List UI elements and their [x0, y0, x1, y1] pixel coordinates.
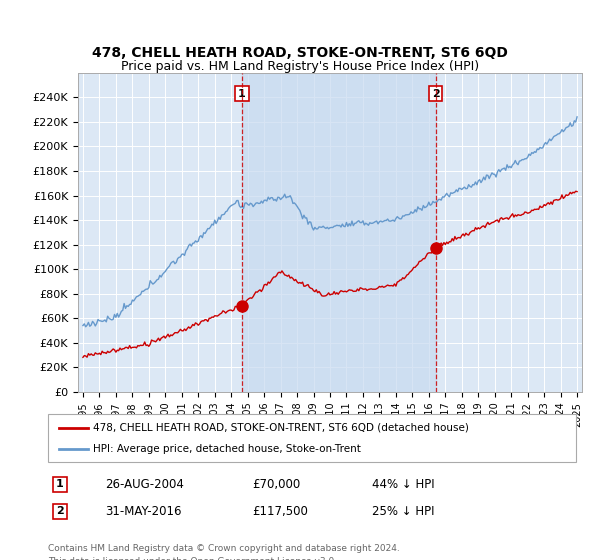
FancyBboxPatch shape	[48, 414, 576, 462]
Text: 31-MAY-2016: 31-MAY-2016	[105, 505, 182, 518]
Text: 478, CHELL HEATH ROAD, STOKE-ON-TRENT, ST6 6QD (detached house): 478, CHELL HEATH ROAD, STOKE-ON-TRENT, S…	[93, 423, 469, 433]
Bar	[242, 73, 436, 392]
Text: 25% ↓ HPI: 25% ↓ HPI	[372, 505, 434, 518]
Text: £117,500: £117,500	[252, 505, 308, 518]
Text: 44% ↓ HPI: 44% ↓ HPI	[372, 478, 434, 491]
Text: 2: 2	[432, 88, 440, 99]
Text: 26-AUG-2004: 26-AUG-2004	[105, 478, 184, 491]
Text: 1: 1	[56, 479, 64, 489]
Text: 2: 2	[56, 506, 64, 516]
Text: HPI: Average price, detached house, Stoke-on-Trent: HPI: Average price, detached house, Stok…	[93, 444, 361, 454]
Text: Price paid vs. HM Land Registry's House Price Index (HPI): Price paid vs. HM Land Registry's House …	[121, 59, 479, 73]
Text: 478, CHELL HEATH ROAD, STOKE-ON-TRENT, ST6 6QD: 478, CHELL HEATH ROAD, STOKE-ON-TRENT, S…	[92, 46, 508, 60]
Text: 1: 1	[238, 88, 246, 99]
Text: £70,000: £70,000	[252, 478, 300, 491]
Text: Contains HM Land Registry data © Crown copyright and database right 2024.
This d: Contains HM Land Registry data © Crown c…	[48, 544, 400, 560]
